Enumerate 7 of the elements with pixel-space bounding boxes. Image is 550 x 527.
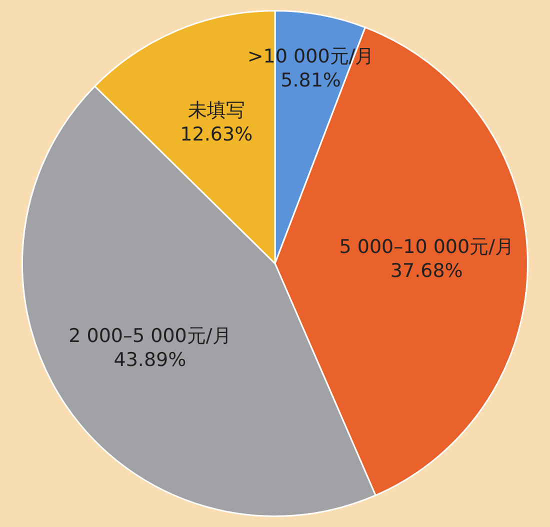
slice-label: 未填写: [188, 100, 245, 122]
slice-label: 5 000–10 000元/月: [339, 236, 514, 258]
data-label: 37.68%: [390, 260, 463, 282]
data-label: 12.63%: [180, 124, 253, 146]
data-label: 43.89%: [114, 349, 186, 372]
slice-label: 2 000–5 000元/月: [68, 325, 232, 348]
data-label: 5.81%: [280, 70, 341, 92]
